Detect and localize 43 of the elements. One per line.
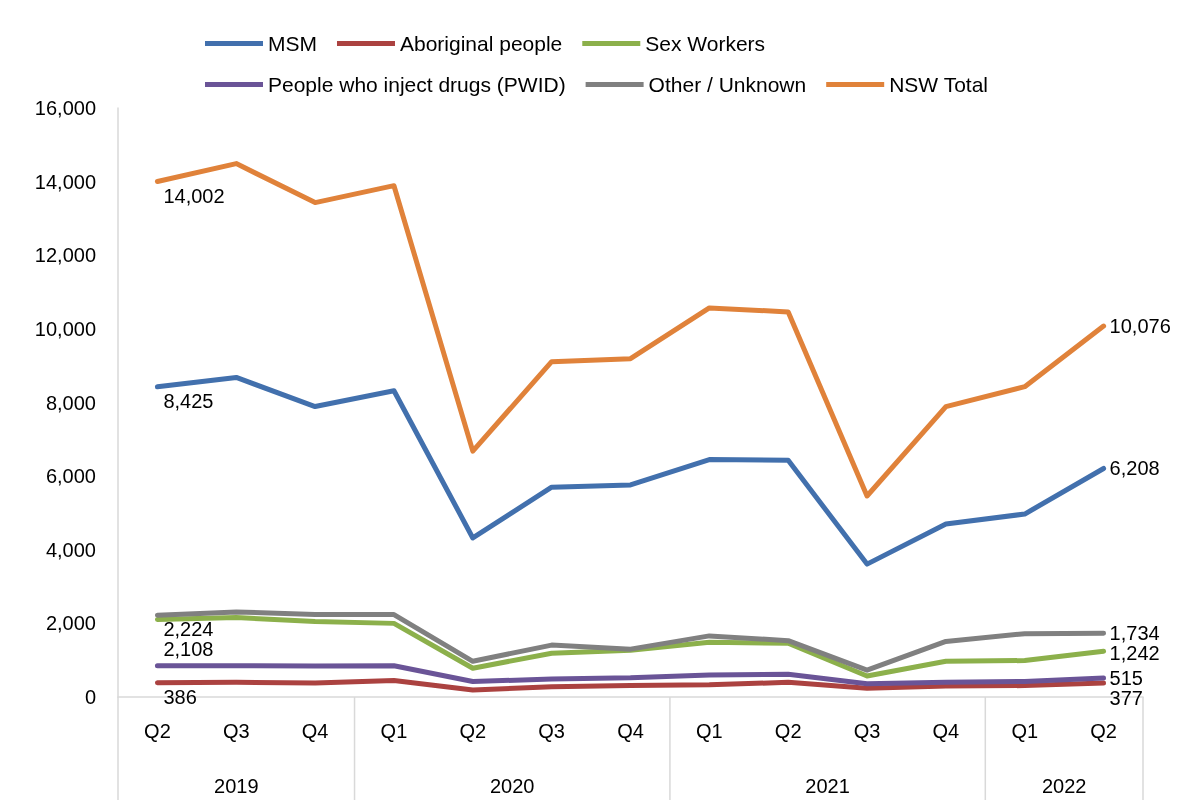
legend-label: People who inject drugs (PWID) (268, 73, 566, 96)
data-label: 10,076 (1109, 315, 1171, 338)
text: 2022 (1041, 775, 1087, 797)
y-tick-label: 12,000 (34, 244, 96, 267)
x-tick-label: Q4 (301, 720, 329, 742)
x-tick-label: Q2 (144, 720, 171, 742)
y-tick-label: 2,000 (45, 612, 96, 635)
data-label: 6,208 (1109, 457, 1160, 480)
text: 2021 (805, 775, 850, 797)
y-tick-label: 14,000 (34, 170, 96, 193)
x-tick-label: Q3 (222, 720, 250, 742)
data-label: 8,425 (163, 389, 214, 412)
x-tick-label: Q2 (1090, 720, 1117, 742)
y-tick-label: 6,000 (45, 465, 96, 488)
x-tick-label: Q3 (538, 720, 565, 742)
x-tick-label: Q1 (696, 720, 723, 742)
y-tick-label: 16,000 (34, 97, 96, 119)
y-tick-label: 8,000 (45, 391, 96, 414)
data-label: 2,108 (163, 638, 214, 661)
x-tick-label: Q1 (380, 720, 408, 742)
x-tick-label: Q3 (853, 720, 881, 742)
data-label: 386 (163, 685, 197, 708)
text: 2019 (214, 775, 259, 797)
x-tick-label: Q1 (1011, 720, 1039, 742)
data-label: 515 (1109, 667, 1143, 690)
x-tick-label: Q2 (459, 720, 487, 742)
y-tick-label: 10,000 (34, 317, 96, 340)
legend-label: Sex Workers (645, 32, 766, 55)
legend-label: Aboriginal people (399, 32, 563, 55)
data-label: 14,002 (163, 184, 225, 207)
data-label: 377 (1109, 687, 1143, 710)
legend-label: MSM (268, 32, 317, 55)
x-tick-label: Q2 (774, 720, 802, 742)
y-tick-label: 4,000 (45, 538, 96, 561)
data-label: 1,242 (1109, 642, 1160, 665)
x-tick-label: Q4 (617, 720, 644, 742)
data-label: 2,224 (163, 618, 214, 641)
x-tick-label: Q4 (932, 720, 960, 742)
legend-label: Other / Unknown (648, 73, 807, 96)
legend-label: NSW Total (889, 73, 988, 96)
data-label: 1,734 (1109, 622, 1160, 645)
y-tick-label: 0 (84, 686, 96, 708)
text: 2020 (489, 775, 535, 797)
